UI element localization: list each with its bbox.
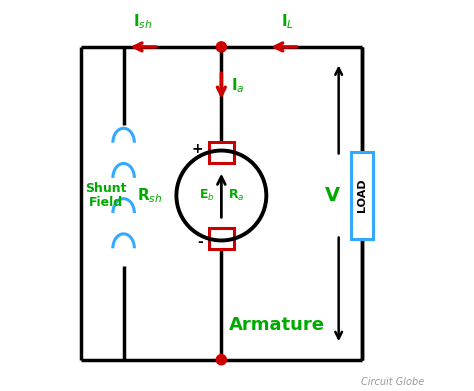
Text: +: + — [191, 142, 203, 156]
Text: E$_b$: E$_b$ — [199, 188, 214, 203]
Text: V: V — [325, 186, 340, 205]
Text: R$_{sh}$: R$_{sh}$ — [137, 186, 162, 205]
Text: I$_a$: I$_a$ — [231, 77, 245, 95]
Text: Armature: Armature — [229, 316, 325, 334]
Text: R$_a$: R$_a$ — [228, 188, 245, 203]
Circle shape — [216, 42, 227, 52]
FancyBboxPatch shape — [209, 142, 234, 163]
FancyBboxPatch shape — [351, 152, 373, 239]
Text: Circuit Globe: Circuit Globe — [362, 377, 425, 387]
Text: LOAD: LOAD — [357, 179, 367, 212]
FancyBboxPatch shape — [209, 228, 234, 249]
Text: I$_L$: I$_L$ — [281, 13, 294, 31]
Text: Shunt
Field: Shunt Field — [85, 181, 127, 210]
Circle shape — [216, 355, 227, 365]
Text: -: - — [197, 235, 203, 249]
Text: I$_{sh}$: I$_{sh}$ — [134, 13, 153, 31]
